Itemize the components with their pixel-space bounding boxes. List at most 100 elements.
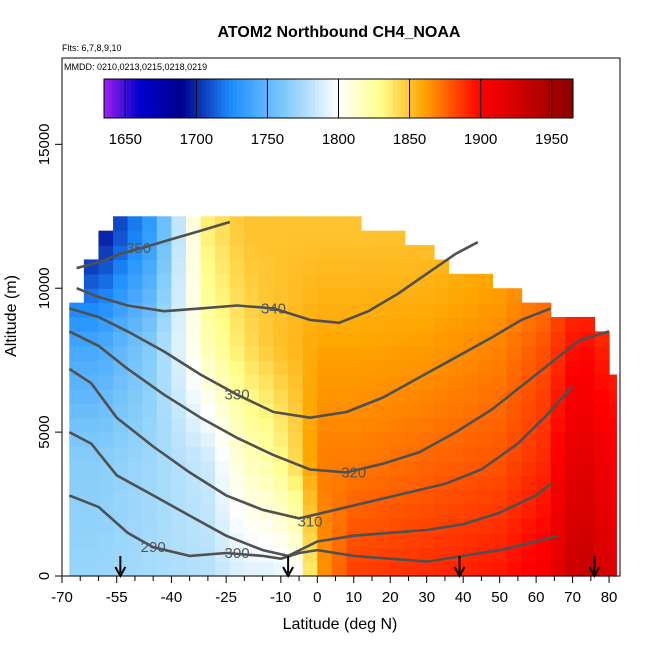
heatmap-cell (142, 547, 158, 563)
contour-label: 310 (297, 513, 322, 530)
heatmap-cell (609, 504, 617, 520)
heatmap-cell (98, 259, 114, 275)
colorbar-segment (303, 79, 308, 118)
colorbar-segment (506, 79, 511, 118)
heatmap-cell (98, 432, 114, 448)
heatmap-cell (361, 374, 377, 390)
heatmap-cell (375, 504, 391, 520)
heatmap-cell (390, 518, 406, 534)
heatmap-cell (200, 245, 216, 261)
heatmap-cell (331, 360, 348, 376)
heatmap-cell (477, 532, 493, 548)
heatmap-cell (302, 288, 318, 304)
heatmap-cell (258, 475, 275, 491)
heatmap-cell (463, 432, 479, 448)
heatmap-cell (302, 230, 318, 246)
heatmap-cell (171, 374, 187, 390)
colorbar-segment (479, 79, 484, 118)
heatmap-cell (258, 230, 275, 246)
heatmap-cell (404, 259, 421, 275)
heatmap-cell (127, 417, 143, 433)
heatmap-cell (127, 317, 143, 332)
heatmap-cell (404, 345, 421, 361)
heatmap-cell (419, 547, 435, 563)
heatmap-cell (186, 331, 202, 347)
colorbar-segment (307, 79, 312, 118)
heatmap-cell (317, 245, 333, 261)
heatmap-cell (346, 273, 362, 289)
heatmap-cell (448, 432, 464, 448)
heatmap-cell (258, 345, 275, 361)
heatmap-cell (302, 331, 318, 347)
heatmap-cell (550, 547, 566, 563)
heatmap-cell (404, 331, 421, 347)
heatmap-cell (317, 374, 333, 390)
colorbar-segment (201, 79, 207, 118)
heatmap-cell (404, 360, 421, 376)
heatmap-cell (200, 317, 216, 332)
contour-label: 330 (225, 387, 250, 404)
heatmap-cell (594, 360, 610, 376)
heatmap-cell (550, 561, 566, 577)
heatmap-cell (550, 388, 566, 404)
colorbar-segment (428, 79, 433, 118)
colorbar-segment (526, 79, 531, 118)
heatmap-cell (258, 374, 275, 390)
colorbar-segment (369, 79, 375, 118)
plot-frame (61, 57, 621, 577)
heatmap-cell (434, 273, 450, 289)
heatmap-cell (506, 331, 523, 347)
heatmap-cell (536, 432, 552, 448)
heatmap-cell (419, 317, 435, 332)
heatmap-cell (127, 446, 143, 462)
heatmap-cell (273, 360, 289, 376)
heatmap-cell (434, 489, 450, 505)
heatmap-cell (375, 403, 391, 419)
heatmap-cell (215, 245, 231, 261)
colorbar-segment (553, 79, 558, 118)
heatmap-cell (83, 504, 100, 520)
heatmap-cell (200, 532, 216, 548)
heatmap-cell (200, 417, 216, 433)
heatmap-cell (171, 561, 187, 577)
heatmap-cell (492, 489, 508, 505)
heatmap-cell (186, 273, 202, 289)
heatmap-cell (273, 417, 289, 433)
heatmap-cell (565, 417, 581, 433)
heatmap-cell (434, 446, 450, 462)
heatmap-cell (317, 460, 333, 476)
heatmap-cell (288, 273, 304, 289)
heatmap-cell (171, 259, 187, 275)
heatmap-cell (127, 460, 143, 476)
heatmap-cell (331, 446, 348, 462)
heatmap-cell (244, 345, 260, 361)
heatmap-cell (419, 489, 435, 505)
heatmap-cell (244, 259, 260, 275)
heatmap-cell (536, 417, 552, 433)
heatmap-cell (302, 360, 318, 376)
heatmap-cell (390, 417, 406, 433)
heatmap-cell (331, 532, 348, 548)
heatmap-cell (579, 403, 596, 419)
heatmap-cell (609, 432, 617, 448)
heatmap-cell (331, 417, 348, 433)
heatmap-cell (317, 331, 333, 347)
colorbar-segment (127, 79, 132, 118)
heatmap-cell (288, 331, 304, 347)
heatmap-cell (463, 374, 479, 390)
heatmap-cell (434, 331, 450, 347)
colorbar-segment (565, 79, 570, 118)
heatmap-cell (463, 360, 479, 376)
colorbar-segment (514, 79, 519, 118)
heatmap-cell (448, 460, 464, 476)
heatmap-cell (579, 489, 596, 505)
heatmap-cell (434, 374, 450, 390)
contour-lines (68, 220, 610, 563)
heatmap-cell (200, 388, 216, 404)
heatmap-cell (579, 432, 596, 448)
heatmap-cell (579, 504, 596, 520)
heatmap-cell (331, 331, 348, 347)
heatmap-cell (331, 345, 348, 361)
heatmap-cell (361, 288, 377, 304)
heatmap-cell (609, 518, 617, 534)
